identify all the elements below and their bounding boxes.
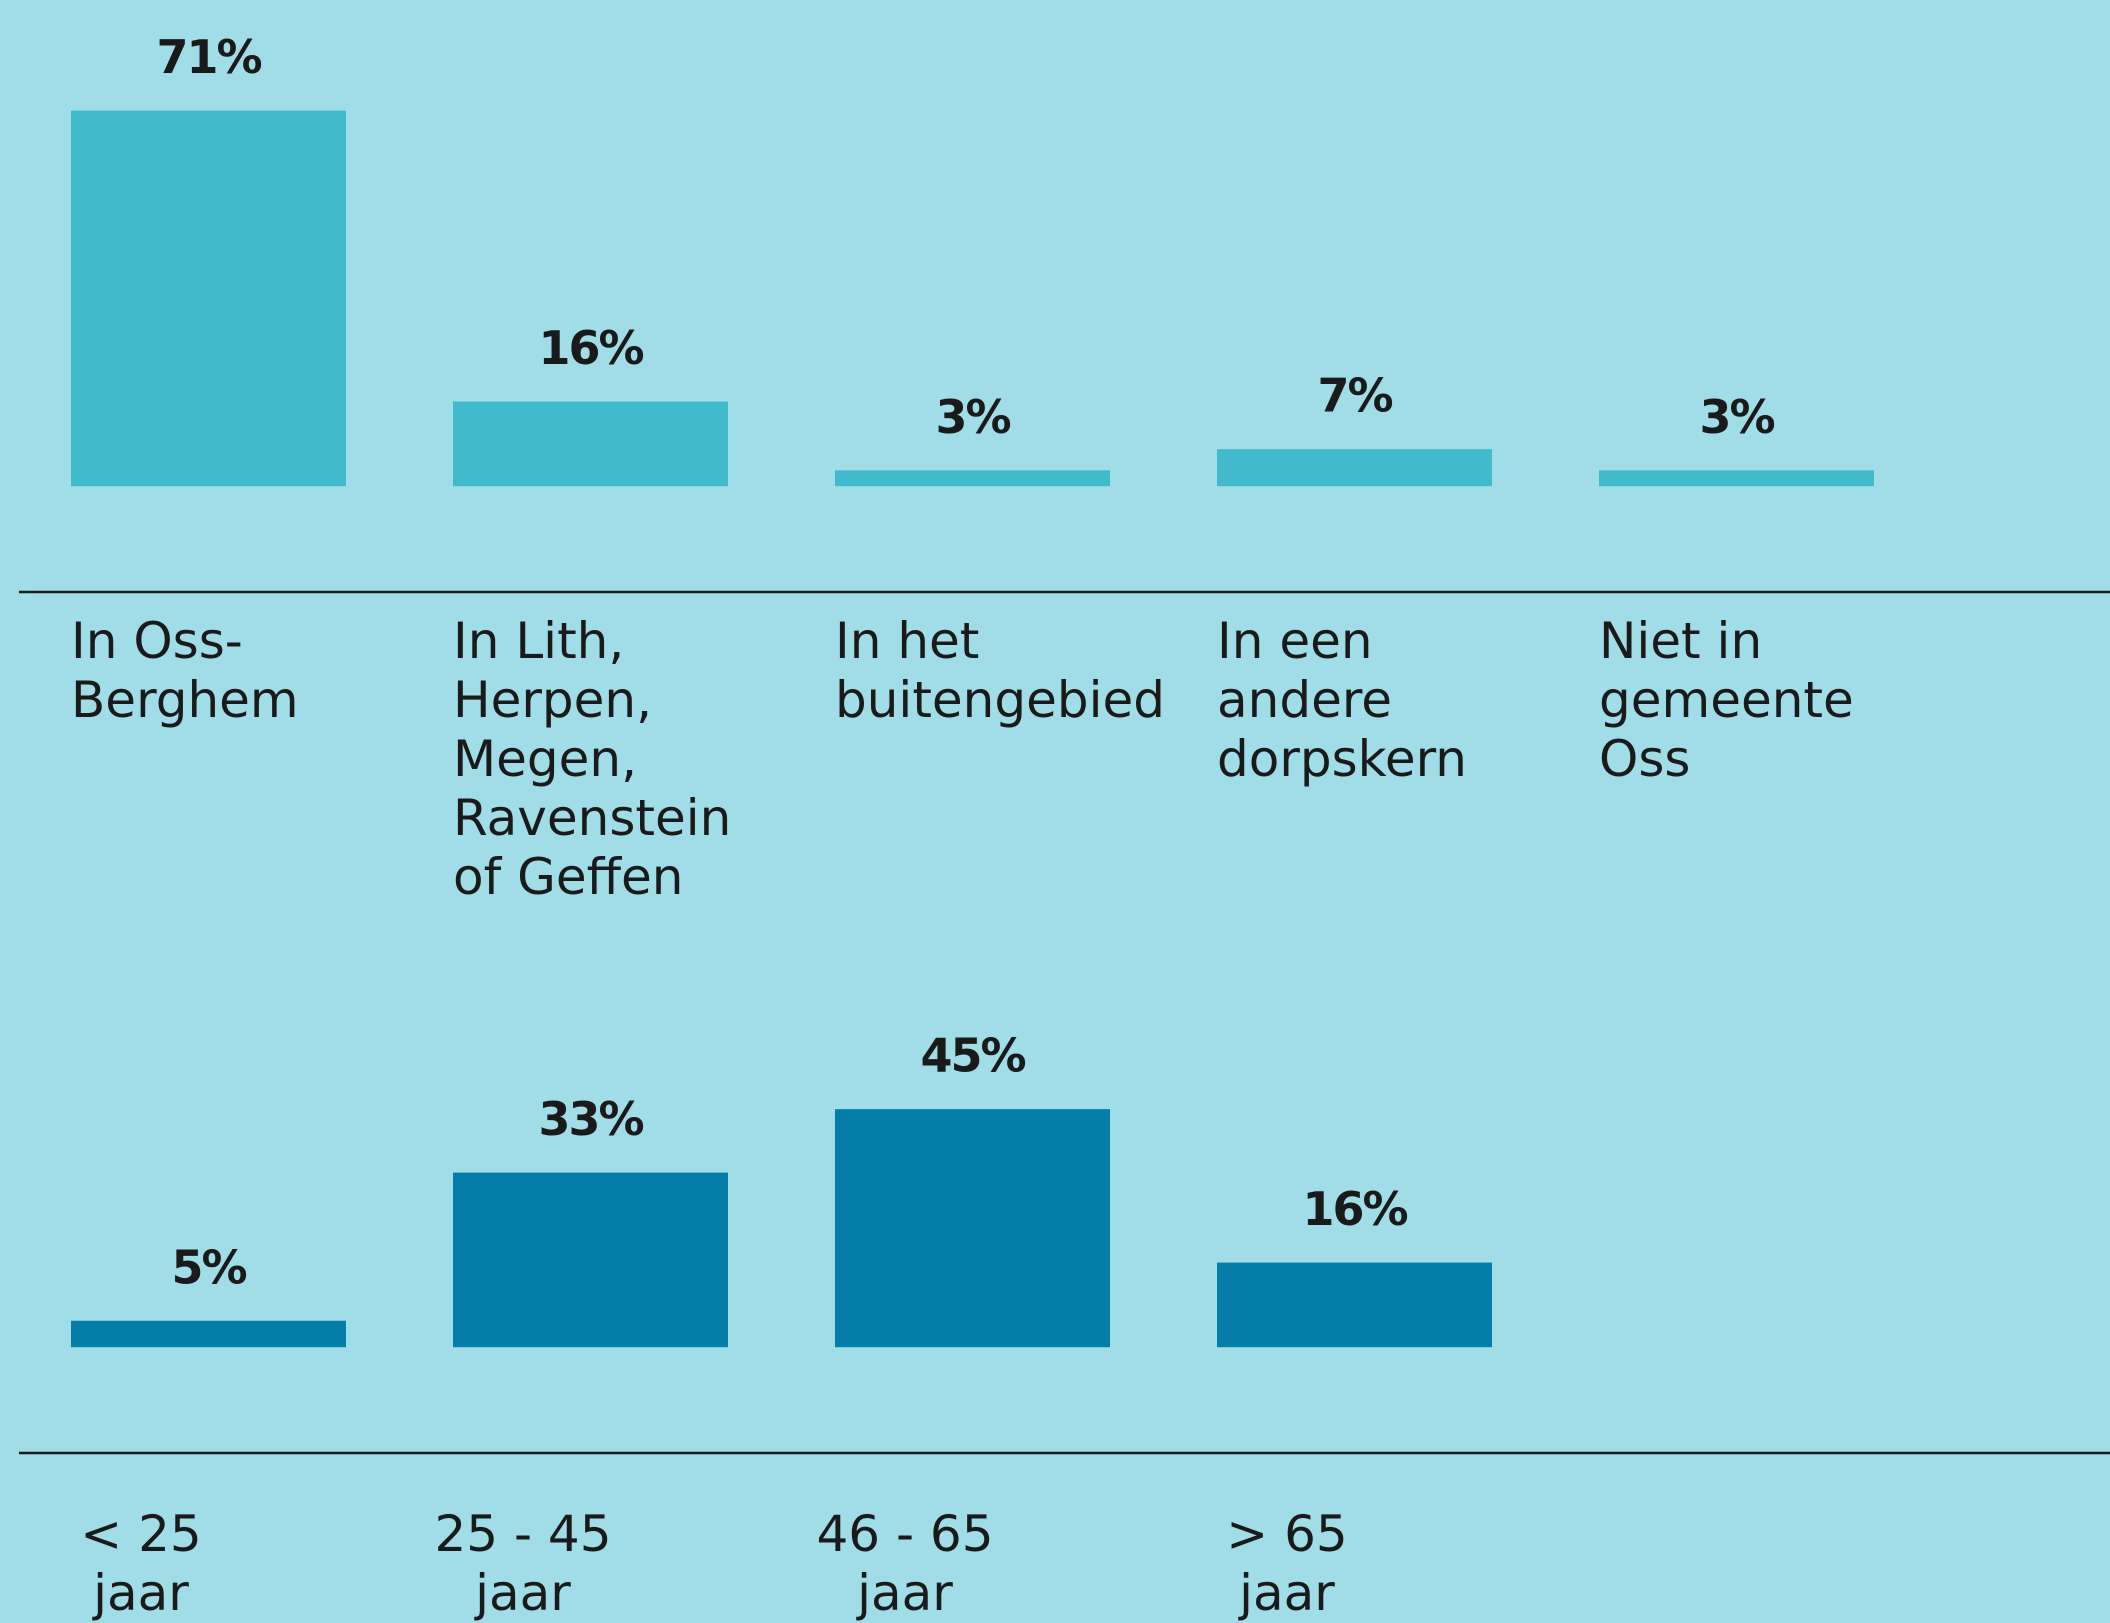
value-label: 7%	[1317, 369, 1392, 423]
bar	[453, 1172, 728, 1348]
category-label: In Lith, Herpen, Megen, Ravenstein of Ge…	[453, 612, 732, 906]
category-label: 25 - 45 jaar	[434, 1505, 612, 1622]
value-label: 71%	[156, 30, 261, 84]
bar	[835, 1109, 1110, 1348]
value-label: 3%	[1699, 390, 1774, 444]
value-label: 3%	[935, 390, 1010, 444]
category-label: 46 - 65 jaar	[816, 1505, 994, 1622]
value-label: 33%	[538, 1092, 643, 1146]
value-label: 45%	[920, 1029, 1025, 1083]
category-label: In Oss- Berghem	[71, 612, 299, 729]
category-label: In het buitengebied	[835, 612, 1166, 729]
value-label: 16%	[538, 321, 643, 375]
bar	[453, 401, 728, 487]
bar	[835, 470, 1110, 487]
category-label: Niet in gemeente Oss	[1599, 612, 1854, 788]
category-label: In een andere dorpskern	[1217, 612, 1467, 788]
bar	[1217, 449, 1492, 487]
bar	[71, 110, 346, 487]
value-label: 5%	[171, 1240, 246, 1294]
category-label: < 25 jaar	[80, 1505, 202, 1622]
value-label: 16%	[1302, 1182, 1407, 1236]
bar	[71, 1320, 346, 1348]
category-label: > 65 jaar	[1226, 1505, 1348, 1622]
bar	[1217, 1262, 1492, 1348]
bar	[1599, 470, 1874, 487]
